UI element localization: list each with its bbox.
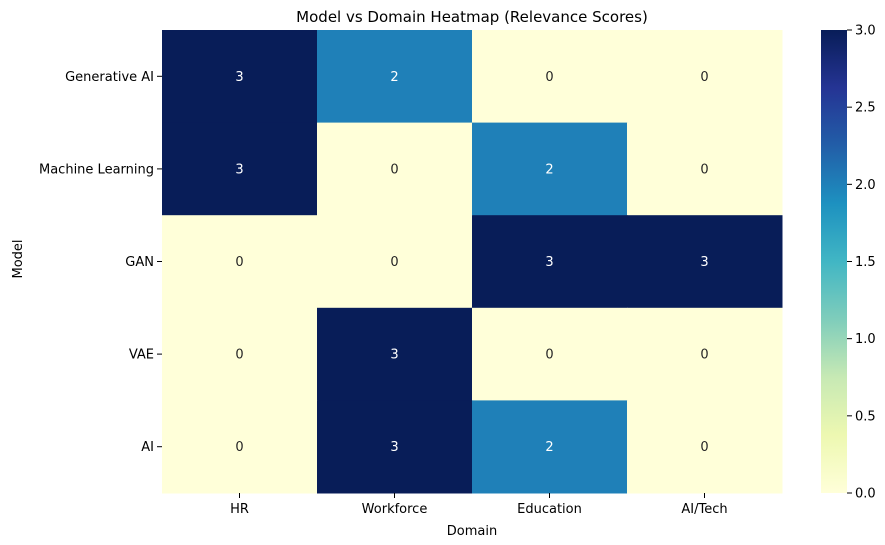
heatmap-cell (472, 122, 628, 216)
x-tick-label: Education (517, 502, 582, 517)
cell-annotation: 0 (700, 348, 708, 363)
y-tick-label: Machine Learning (39, 162, 154, 177)
colorbar-tick-label: 1.5 (855, 255, 876, 270)
heatmap-cell (627, 307, 783, 401)
colorbar-tick-label: 2.0 (855, 178, 876, 193)
cell-annotation: 0 (235, 440, 243, 455)
cell-annotation: 0 (545, 70, 553, 85)
colorbar-tick-label: 3.0 (855, 24, 876, 39)
cell-annotation: 3 (235, 162, 243, 177)
cell-annotation: 3 (235, 70, 243, 85)
colorbar-tick-label: 2.5 (855, 101, 876, 116)
x-tick-label: HR (230, 502, 249, 517)
x-axis-label: Domain (447, 524, 497, 539)
cell-annotation: 0 (545, 348, 553, 363)
cell-annotation: 0 (390, 255, 398, 270)
cell-annotation: 2 (545, 440, 553, 455)
cell-annotation: 3 (700, 255, 708, 270)
heatmap-cell (317, 215, 473, 309)
heatmap-cell (317, 122, 473, 216)
heatmap-cell (317, 307, 473, 401)
heatmap-cell (162, 307, 318, 401)
cell-annotation: 0 (235, 255, 243, 270)
cell-annotation: 3 (390, 440, 398, 455)
heatmap-cell (472, 400, 628, 494)
x-tick-label: AI/Tech (681, 502, 727, 517)
heatmap-cell (627, 215, 783, 309)
heatmap-cell (162, 122, 318, 216)
heatmap-cell (472, 30, 628, 124)
heatmap-cell (162, 30, 318, 124)
cell-annotation: 3 (545, 255, 553, 270)
chart-title: Model vs Domain Heatmap (Relevance Score… (296, 8, 648, 26)
heatmap-cell (472, 307, 628, 401)
x-axis: HR Workforce Education AI/Tech (230, 493, 728, 517)
y-tick-label: Generative AI (65, 70, 154, 85)
heatmap-cell (627, 30, 783, 124)
heatmap-cell (317, 30, 473, 124)
colorbar-axis: 0.0 0.5 1.0 1.5 2.0 2.5 3.0 (847, 24, 876, 502)
heatmap-cells: 3 2 0 0 3 0 2 0 0 0 3 3 0 3 0 0 0 3 2 0 (162, 30, 783, 494)
heatmap-cell (627, 400, 783, 494)
heatmap-cell (162, 215, 318, 309)
colorbar-tick-label: 0.5 (855, 409, 876, 424)
heatmap-cell (162, 400, 318, 494)
cell-annotation: 2 (545, 162, 553, 177)
colorbar-tick-label: 0.0 (855, 487, 876, 502)
colorbar (821, 30, 847, 493)
cell-annotation: 0 (235, 348, 243, 363)
heatmap-cell (317, 400, 473, 494)
y-tick-label: AI (141, 440, 154, 455)
cell-annotation: 0 (390, 162, 398, 177)
cell-annotation: 2 (390, 70, 398, 85)
x-tick-label: Workforce (362, 502, 428, 517)
y-axis: Generative AI Machine Learning GAN VAE AI (39, 70, 162, 455)
cell-annotation: 0 (700, 70, 708, 85)
y-tick-label: VAE (129, 348, 154, 363)
cell-annotation: 0 (700, 440, 708, 455)
y-axis-label: Model (11, 239, 26, 278)
heatmap-cell (472, 215, 628, 309)
cell-annotation: 0 (700, 162, 708, 177)
heatmap-cell (627, 122, 783, 216)
colorbar-tick-label: 1.0 (855, 332, 876, 347)
cell-annotation: 3 (390, 348, 398, 363)
y-tick-label: GAN (125, 255, 154, 270)
